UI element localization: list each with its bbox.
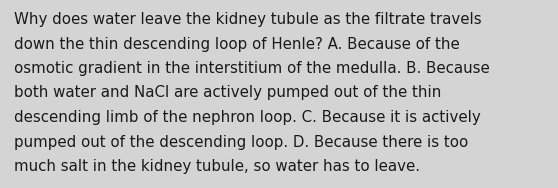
Text: descending limb of the nephron loop. C. Because it is actively: descending limb of the nephron loop. C. … <box>14 110 481 125</box>
Text: both water and NaCl are actively pumped out of the thin: both water and NaCl are actively pumped … <box>14 86 441 101</box>
Text: pumped out of the descending loop. D. Because there is too: pumped out of the descending loop. D. Be… <box>14 134 468 149</box>
Text: much salt in the kidney tubule, so water has to leave.: much salt in the kidney tubule, so water… <box>14 159 420 174</box>
Text: Why does water leave the kidney tubule as the filtrate travels: Why does water leave the kidney tubule a… <box>14 12 482 27</box>
Text: down the thin descending loop of Henle? A. Because of the: down the thin descending loop of Henle? … <box>14 36 460 52</box>
Text: osmotic gradient in the interstitium of the medulla. B. Because: osmotic gradient in the interstitium of … <box>14 61 490 76</box>
